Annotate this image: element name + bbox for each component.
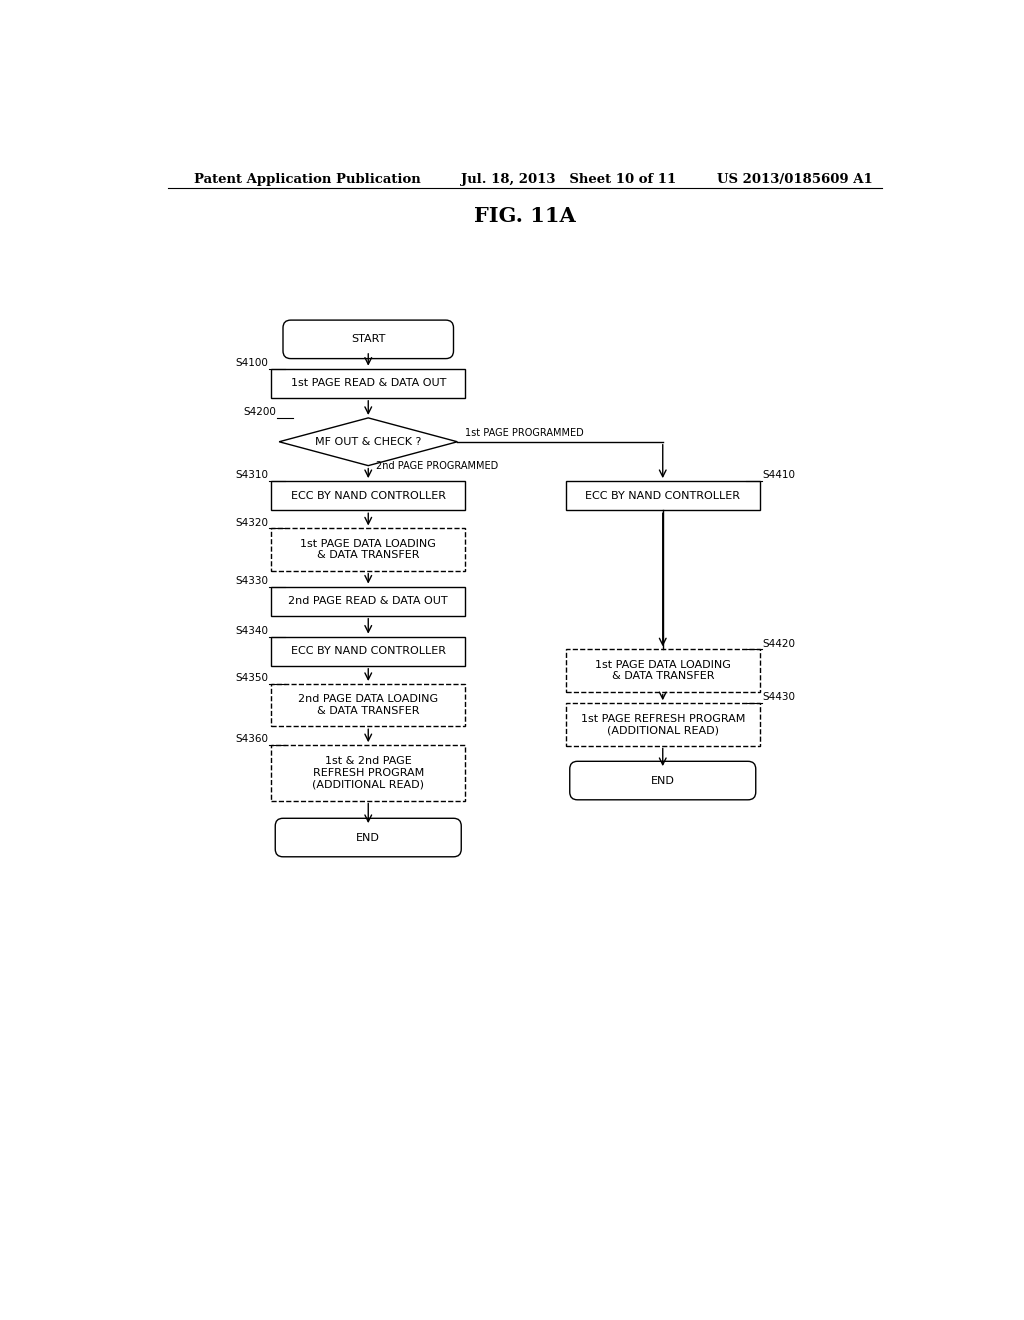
FancyBboxPatch shape xyxy=(271,744,465,800)
FancyBboxPatch shape xyxy=(275,818,461,857)
FancyBboxPatch shape xyxy=(271,684,465,726)
FancyBboxPatch shape xyxy=(271,528,465,570)
Text: START: START xyxy=(351,334,385,345)
FancyBboxPatch shape xyxy=(271,368,465,397)
Text: S4310: S4310 xyxy=(236,470,268,480)
Text: 1st PAGE REFRESH PROGRAM
(ADDITIONAL READ): 1st PAGE REFRESH PROGRAM (ADDITIONAL REA… xyxy=(581,714,744,735)
Text: ECC BY NAND CONTROLLER: ECC BY NAND CONTROLLER xyxy=(291,647,445,656)
Text: END: END xyxy=(651,776,675,785)
FancyBboxPatch shape xyxy=(566,480,760,511)
Text: S4420: S4420 xyxy=(763,639,796,648)
Text: S4340: S4340 xyxy=(236,626,268,636)
Text: 1st & 2nd PAGE
REFRESH PROGRAM
(ADDITIONAL READ): 1st & 2nd PAGE REFRESH PROGRAM (ADDITION… xyxy=(312,756,424,789)
Polygon shape xyxy=(280,418,458,466)
Text: 2nd PAGE DATA LOADING
& DATA TRANSFER: 2nd PAGE DATA LOADING & DATA TRANSFER xyxy=(298,694,438,715)
Text: S4430: S4430 xyxy=(763,693,796,702)
Text: 1st PAGE READ & DATA OUT: 1st PAGE READ & DATA OUT xyxy=(291,379,445,388)
Text: MF OUT & CHECK ?: MF OUT & CHECK ? xyxy=(315,437,422,446)
FancyBboxPatch shape xyxy=(566,649,760,692)
FancyBboxPatch shape xyxy=(283,321,454,359)
Text: 2nd PAGE READ & DATA OUT: 2nd PAGE READ & DATA OUT xyxy=(289,597,449,606)
FancyBboxPatch shape xyxy=(566,704,760,746)
Text: S4360: S4360 xyxy=(236,734,268,744)
Text: FIG. 11A: FIG. 11A xyxy=(474,206,575,226)
Text: 2nd PAGE PROGRAMMED: 2nd PAGE PROGRAMMED xyxy=(376,461,499,471)
Text: 1st PAGE DATA LOADING
& DATA TRANSFER: 1st PAGE DATA LOADING & DATA TRANSFER xyxy=(300,539,436,561)
FancyBboxPatch shape xyxy=(271,586,465,616)
Text: S4100: S4100 xyxy=(236,358,268,368)
Text: S4320: S4320 xyxy=(236,517,268,528)
FancyBboxPatch shape xyxy=(271,636,465,665)
Text: S4330: S4330 xyxy=(236,576,268,586)
Text: END: END xyxy=(356,833,380,842)
Text: ECC BY NAND CONTROLLER: ECC BY NAND CONTROLLER xyxy=(291,491,445,500)
Text: S4200: S4200 xyxy=(243,407,276,417)
Text: 1st PAGE DATA LOADING
& DATA TRANSFER: 1st PAGE DATA LOADING & DATA TRANSFER xyxy=(595,660,731,681)
Text: ECC BY NAND CONTROLLER: ECC BY NAND CONTROLLER xyxy=(586,491,740,500)
FancyBboxPatch shape xyxy=(271,480,465,511)
Text: Jul. 18, 2013   Sheet 10 of 11: Jul. 18, 2013 Sheet 10 of 11 xyxy=(461,173,677,186)
Text: 1st PAGE PROGRAMMED: 1st PAGE PROGRAMMED xyxy=(465,428,584,438)
Text: S4410: S4410 xyxy=(763,470,796,480)
Text: US 2013/0185609 A1: US 2013/0185609 A1 xyxy=(717,173,872,186)
Text: S4350: S4350 xyxy=(236,673,268,684)
Text: Patent Application Publication: Patent Application Publication xyxy=(194,173,421,186)
FancyBboxPatch shape xyxy=(569,762,756,800)
